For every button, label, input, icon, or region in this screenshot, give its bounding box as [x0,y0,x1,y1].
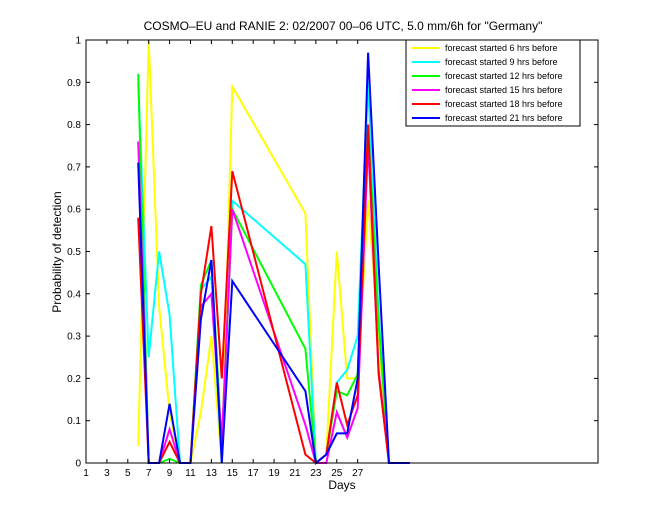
x-tick-label: 9 [167,468,173,479]
y-tick-label: 0.4 [67,289,81,300]
x-tick-label: 19 [269,468,281,479]
x-tick-label: 13 [206,468,218,479]
legend-label: forecast started 15 hrs before [445,85,563,95]
legend-label: forecast started 12 hrs before [445,71,563,81]
y-axis-label: Probability of detection [50,191,64,312]
x-tick-label: 17 [248,468,260,479]
x-axis-label: Days [328,478,355,492]
series-line-2 [137,82,390,466]
x-tick-label: 1 [83,468,89,479]
legend-label: forecast started 18 hrs before [445,99,563,109]
chart-title: COSMO–EU and RANIE 2: 02/2007 00–06 UTC,… [144,19,543,33]
x-tick-label: 11 [185,468,196,479]
legend-label: forecast started 21 hrs before [445,113,563,123]
x-tick-label: 15 [227,468,239,479]
x-tick-label: 7 [146,468,152,479]
y-tick-label: 0.1 [67,416,81,427]
x-axis: 1 3 5 7 9 11 13 15 17 19 21 23 25 27 [83,40,364,479]
y-tick-label: 0.3 [67,332,81,343]
series-line-5 [137,124,390,465]
y-tick-label: 0.8 [67,120,81,131]
y-tick-label: 0.5 [67,247,81,258]
legend-label: forecast started 6 hrs before [445,43,558,53]
x-tick-label: 23 [310,468,322,479]
x-tick-label: 21 [289,468,301,479]
series-line-6 [137,52,410,465]
x-tick-label: 27 [352,468,364,479]
y-tick-label: 0 [75,459,81,470]
series-line-4 [137,141,390,464]
legend: forecast started 6 hrs before forecast st… [405,39,581,127]
y-tick-label: 0.9 [67,78,81,89]
x-tick-label: 25 [331,468,343,479]
y-tick-label: 0.6 [67,205,81,216]
x-tick-label: 3 [104,468,110,479]
y-tick-label: 0.7 [67,162,81,173]
y-tick-label: 1 [75,36,81,47]
legend-label: forecast started 9 hrs before [445,57,558,67]
y-axis: 0 0.1 0.2 0.3 0.4 0.5 0.6 0.7 0.8 0.9 1 [67,36,598,470]
series-lines [137,39,410,466]
y-tick-label: 0.2 [67,374,81,385]
legend-box [405,39,581,127]
x-tick-label: 5 [125,468,131,479]
